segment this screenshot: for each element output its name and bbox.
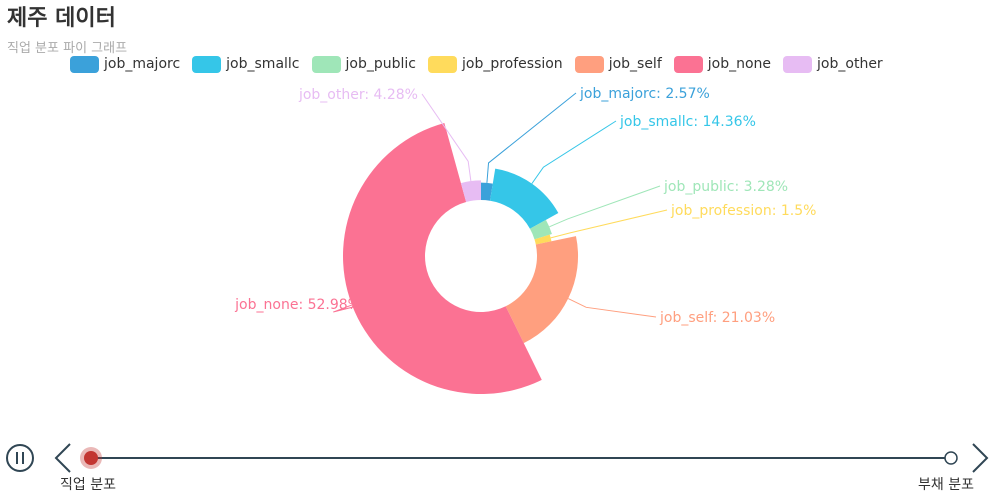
pie-chart: job_majorc: 2.57% job_smallc: 14.36% job_p…: [234, 86, 816, 394]
timeline-point-end[interactable]: [944, 451, 958, 465]
label-line-job-smallc: [531, 120, 617, 184]
legend-label: job_none: [707, 56, 772, 72]
label-line-job-none: [333, 303, 366, 313]
page-title: 제주 데이터: [7, 6, 116, 31]
label-line-job-other: [421, 93, 472, 182]
timeline-label-start[interactable]: 직업 분포: [60, 477, 116, 493]
data-label-job-self: job_self: 21.03%: [659, 310, 775, 326]
data-label-job-smallc: job_smallc: 14.36%: [619, 114, 756, 130]
legend-swatch: [311, 55, 341, 73]
pie-slice-job-public[interactable]: [529, 219, 552, 240]
legend-label: job_other: [817, 56, 883, 72]
label-line-job-self: [567, 298, 657, 318]
pie-slice-job-other[interactable]: [460, 180, 481, 203]
chevron-left-icon[interactable]: [54, 443, 71, 473]
legend-label: job_profession: [461, 56, 563, 72]
timeline-point-active-core: [84, 451, 98, 465]
legend-label: job_majorc: [104, 56, 181, 72]
legend-item-job-self[interactable]: job_self: [574, 55, 662, 73]
legend-label: job_public: [345, 56, 416, 72]
legend-item-job-profession[interactable]: job_profession: [427, 55, 563, 73]
legend-label: job_smallc: [226, 56, 300, 72]
pie-slice-job-none[interactable]: [343, 122, 542, 394]
pie-slice-job-smallc[interactable]: [490, 168, 559, 229]
legend-item-job-public[interactable]: job_public: [311, 55, 416, 73]
timeline-label-end[interactable]: 부채 분포: [918, 477, 974, 493]
data-label-job-public: job_public: 3.28%: [663, 179, 788, 195]
data-label-job-majorc: job_majorc: 2.57%: [579, 86, 710, 102]
page-subtitle: 직업 분포 파이 그래프: [7, 41, 128, 56]
legend-item-job-none[interactable]: job_none: [673, 55, 772, 73]
data-label-job-profession: job_profession: 1.5%: [670, 203, 816, 219]
legend: job_majorc job_smallc job_public job_profes…: [70, 53, 895, 75]
legend-item-job-smallc[interactable]: job_smallc: [192, 55, 300, 73]
pie-slice-job-self[interactable]: [505, 236, 579, 344]
data-label-job-none: job_none: 52.98%: [234, 297, 361, 313]
label-line-job-majorc: [486, 92, 577, 183]
legend-label: job_self: [608, 56, 662, 72]
legend-item-job-majorc[interactable]: job_majorc: [70, 55, 181, 73]
chevron-right-icon[interactable]: [972, 443, 989, 473]
legend-swatch: [70, 55, 99, 73]
legend-swatch: [673, 55, 703, 73]
pause-icon: [6, 444, 34, 472]
pie-slice-job-majorc[interactable]: [481, 182, 493, 201]
label-line-job-public: [549, 185, 661, 228]
legend-swatch: [427, 55, 457, 73]
legend-item-job-other[interactable]: job_other: [783, 55, 883, 73]
legend-swatch: [574, 55, 604, 73]
label-line-job-profession: [550, 209, 668, 239]
pause-button[interactable]: [6, 444, 34, 472]
timeline: 직업 분포 부채 분포: [0, 430, 1000, 500]
legend-swatch: [783, 55, 813, 73]
legend-swatch: [192, 55, 222, 73]
data-label-job-other: job_other: 4.28%: [298, 87, 418, 103]
pie-slice-job-profession[interactable]: [534, 234, 552, 245]
